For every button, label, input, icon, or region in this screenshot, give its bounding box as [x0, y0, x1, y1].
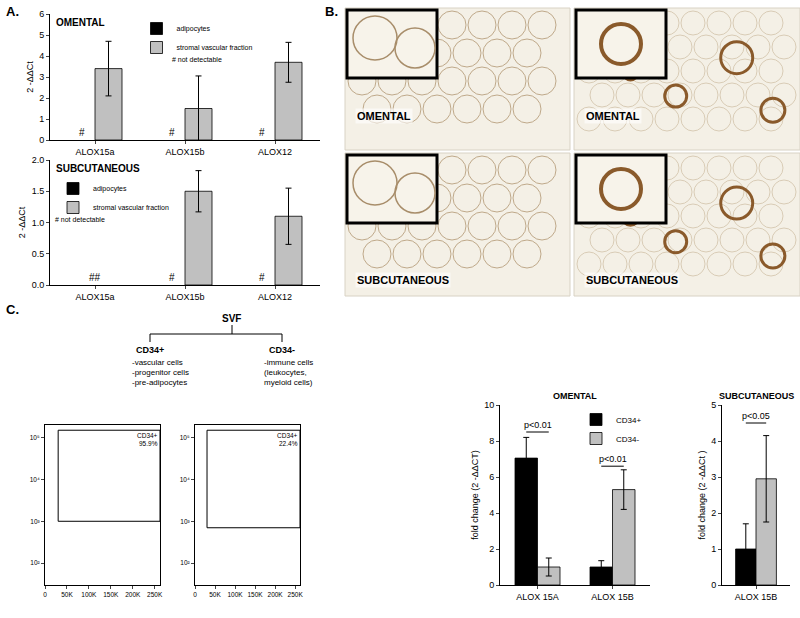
- svg-text:ALOX 15B: ALOX 15B: [591, 592, 634, 602]
- svg-text:adipocytes: adipocytes: [177, 25, 211, 33]
- svg-text:0: 0: [711, 580, 716, 590]
- svg-text:2: 2: [711, 508, 716, 518]
- svg-text:100K: 100K: [227, 591, 243, 598]
- svg-text:2: 2: [39, 93, 44, 103]
- svg-text:p<0.01: p<0.01: [524, 420, 552, 430]
- svg-text:# not detectable: # not detectable: [55, 216, 105, 223]
- svg-text:50K: 50K: [61, 591, 73, 598]
- svg-text:ALOX15a: ALOX15a: [75, 292, 114, 302]
- svg-text:SUBCUTANEOUS: SUBCUTANEOUS: [719, 391, 794, 401]
- svg-text:SUBCUTANEOUS: SUBCUTANEOUS: [586, 274, 678, 286]
- svg-text:5: 5: [39, 30, 44, 40]
- svg-text:stromal vascular fraction: stromal vascular fraction: [93, 204, 169, 211]
- svg-text:1: 1: [39, 114, 44, 124]
- svg-text:10⁴: 10⁴: [180, 476, 190, 483]
- svg-text:OMENTAL: OMENTAL: [553, 391, 597, 401]
- svg-text:##: ##: [89, 272, 101, 283]
- svg-text:6: 6: [489, 472, 494, 482]
- svg-text:adipocytes: adipocytes: [93, 185, 127, 193]
- svg-text:0.5: 0.5: [32, 249, 45, 259]
- svg-text:2.0: 2.0: [32, 155, 45, 165]
- svg-text:1.0: 1.0: [32, 218, 45, 228]
- svg-text:10⁵: 10⁵: [180, 434, 190, 441]
- svg-text:A.: A.: [6, 4, 19, 19]
- svg-text:p<0.05: p<0.05: [742, 411, 770, 421]
- svg-text:SVF: SVF: [222, 313, 241, 324]
- svg-text:OMENTAL: OMENTAL: [586, 110, 640, 122]
- svg-text:2 -ΔΔCt: 2 -ΔΔCt: [25, 61, 35, 93]
- svg-text:2: 2: [489, 544, 494, 554]
- svg-text:CD34+: CD34+: [136, 345, 164, 355]
- svg-text:2 -ΔΔCt: 2 -ΔΔCt: [17, 206, 27, 238]
- svg-text:#: #: [259, 127, 265, 138]
- svg-text:myeloid cells): myeloid cells): [264, 378, 313, 387]
- svg-text:CD34-: CD34-: [269, 345, 295, 355]
- svg-text:p<0.01: p<0.01: [599, 454, 627, 464]
- svg-text:ALOX12: ALOX12: [258, 292, 292, 302]
- svg-text:SUBCUTANEOUS: SUBCUTANEOUS: [357, 274, 449, 286]
- svg-text:#: #: [79, 127, 85, 138]
- svg-text:250K: 250K: [288, 591, 304, 598]
- svg-text:200K: 200K: [268, 591, 284, 598]
- svg-text:CD34-: CD34-: [616, 435, 639, 444]
- svg-text:-immune cells: -immune cells: [264, 358, 313, 367]
- svg-text:ALOX15a: ALOX15a: [75, 147, 114, 157]
- svg-text:C.: C.: [6, 302, 19, 317]
- svg-text:0.0: 0.0: [32, 280, 45, 290]
- svg-text:# not detectable: # not detectable: [172, 56, 222, 63]
- svg-text:(leukocytes,: (leukocytes,: [264, 368, 307, 377]
- svg-text:3: 3: [711, 472, 716, 482]
- svg-text:5: 5: [711, 400, 716, 410]
- svg-text:150K: 150K: [103, 591, 119, 598]
- svg-text:-progenitor cells: -progenitor cells: [132, 368, 189, 377]
- svg-text:#: #: [169, 127, 175, 138]
- svg-text:10⁴: 10⁴: [30, 476, 40, 483]
- svg-text:1: 1: [711, 544, 716, 554]
- svg-text:-vascular cells: -vascular cells: [132, 358, 183, 367]
- svg-text:B.: B.: [325, 4, 338, 19]
- svg-text:6: 6: [39, 9, 44, 19]
- svg-text:10⁵: 10⁵: [30, 434, 40, 441]
- svg-text:10²: 10²: [30, 559, 40, 566]
- svg-text:CD34+: CD34+: [616, 416, 641, 425]
- svg-text:0: 0: [489, 580, 494, 590]
- svg-text:CD34+95.9%: CD34+95.9%: [137, 432, 158, 447]
- svg-text:0: 0: [193, 591, 197, 598]
- svg-text:3: 3: [39, 72, 44, 82]
- svg-text:0: 0: [39, 135, 44, 145]
- svg-text:1.5: 1.5: [32, 186, 45, 196]
- svg-text:ALOX 15A: ALOX 15A: [516, 592, 559, 602]
- svg-text:ALOX 15B: ALOX 15B: [735, 592, 778, 602]
- svg-text:4: 4: [489, 508, 494, 518]
- svg-text:0: 0: [43, 591, 47, 598]
- svg-text:100K: 100K: [81, 591, 97, 598]
- svg-text:8: 8: [489, 436, 494, 446]
- svg-text:10³: 10³: [180, 518, 190, 525]
- svg-text:10: 10: [484, 400, 494, 410]
- svg-text:150K: 150K: [247, 591, 263, 598]
- svg-text:ALOX12: ALOX12: [258, 147, 292, 157]
- svg-text:OMENTAL: OMENTAL: [357, 110, 411, 122]
- svg-text:OMENTAL: OMENTAL: [56, 17, 105, 28]
- svg-text:4: 4: [39, 51, 44, 61]
- svg-text:SUBCUTANEOUS: SUBCUTANEOUS: [56, 163, 140, 174]
- svg-text:-pre-adipocytes: -pre-adipocytes: [132, 378, 187, 387]
- svg-text:stromal vascular fraction: stromal vascular fraction: [177, 44, 253, 51]
- svg-text:50K: 50K: [209, 591, 221, 598]
- svg-text:4: 4: [711, 436, 716, 446]
- svg-text:fold change (2 -ΔΔCT): fold change (2 -ΔΔCT): [470, 450, 480, 540]
- svg-text:200K: 200K: [125, 591, 141, 598]
- svg-text:#: #: [259, 272, 265, 283]
- svg-text:CD34+22.4%: CD34+22.4%: [277, 432, 298, 447]
- svg-text:ALOX15b: ALOX15b: [165, 292, 204, 302]
- svg-text:fold change (2 -ΔΔCt ): fold change (2 -ΔΔCt ): [697, 450, 707, 539]
- svg-text:10³: 10³: [30, 518, 40, 525]
- svg-text:ALOX15b: ALOX15b: [165, 147, 204, 157]
- svg-text:10²: 10²: [180, 559, 190, 566]
- svg-text:#: #: [169, 272, 175, 283]
- svg-text:250K: 250K: [147, 591, 163, 598]
